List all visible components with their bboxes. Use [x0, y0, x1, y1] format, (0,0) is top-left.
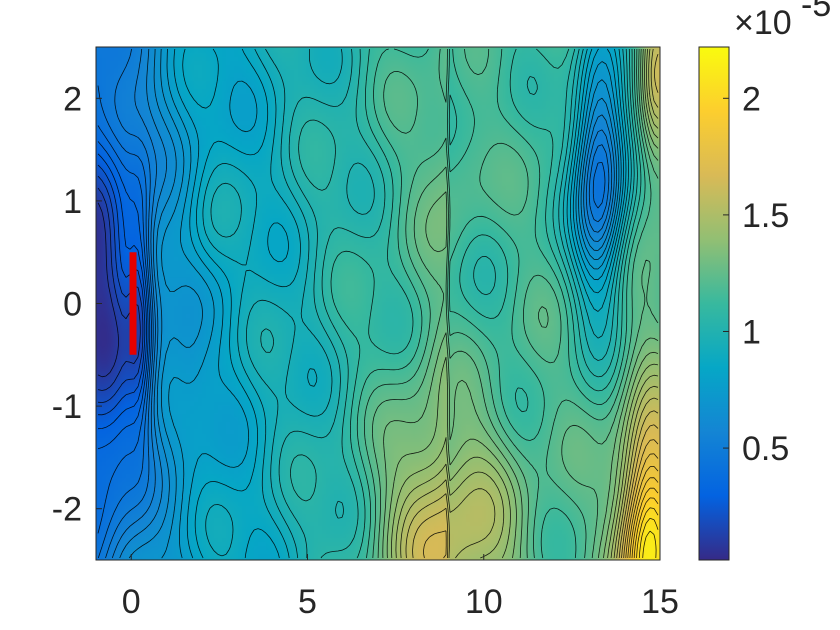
x-axis: 0 5 10 15 [122, 554, 679, 621]
x-tick-label: 0 [122, 583, 141, 621]
y-axis: 2 1 0 -1 -2 [52, 80, 102, 529]
colorbar-ticks: 0.5 1 1.5 2 [723, 80, 789, 468]
contour-lines [97, 48, 659, 559]
colorbar-tick-label: 1 [742, 313, 761, 351]
y-tick-label: -1 [52, 388, 82, 426]
colorbar-exponent: -5 [801, 0, 831, 24]
colorbar-exponent-label: ×10 [734, 4, 792, 42]
x-tick-label: 15 [641, 583, 679, 621]
colorbar-tick-label: 1.5 [742, 197, 789, 235]
y-tick-label: -2 [52, 491, 82, 529]
y-tick-label: 0 [63, 286, 82, 324]
colorbar-tick-label: 0.5 [742, 430, 789, 468]
heatmap-field [96, 47, 660, 560]
contour-path [97, 48, 659, 559]
colorbar-tick-label: 2 [742, 80, 761, 118]
plot-area [95, 46, 661, 561]
colorbar: 0.5 1 1.5 2 ×10 -5 [698, 0, 831, 561]
x-tick-label: 5 [298, 583, 317, 621]
x-tick-label: 10 [465, 583, 503, 621]
y-tick-label: 1 [63, 183, 82, 221]
colorbar-gradient [698, 46, 730, 561]
y-tick-label: 2 [63, 80, 82, 118]
